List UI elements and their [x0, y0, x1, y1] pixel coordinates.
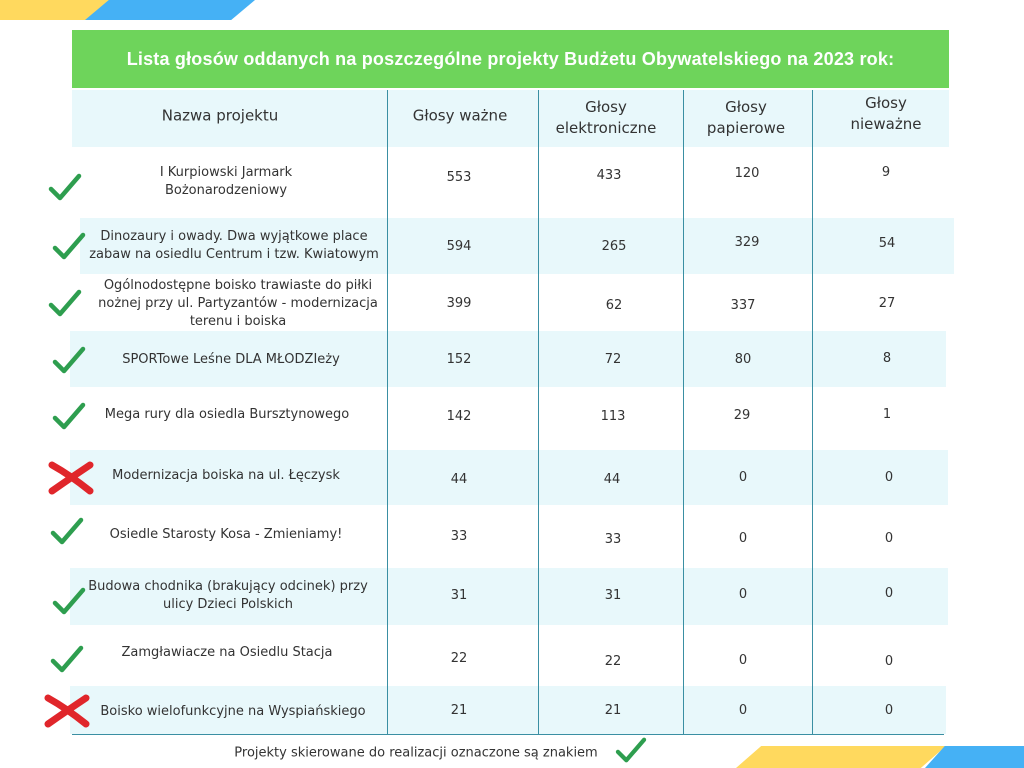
invalid-votes: 9: [881, 165, 891, 180]
project-name: Mega rury dla osiedla Bursztynowego: [104, 407, 350, 422]
electronic-votes: 31: [604, 588, 622, 603]
invalid-votes: 0: [884, 531, 894, 546]
paper-votes: 120: [734, 166, 760, 181]
project-name: Ogólnodostępne boisko trawiaste do piłki…: [98, 278, 378, 329]
electronic-votes: 62: [605, 298, 623, 313]
project-name: Modernizacja boiska na ul. Łęczysk: [112, 468, 340, 483]
row-band: [70, 331, 946, 387]
row-band: [70, 686, 946, 734]
check-icon: [52, 231, 86, 261]
electronic-votes: 433: [596, 168, 622, 183]
invalid-votes: 0: [884, 470, 894, 485]
valid-votes: 33: [450, 529, 468, 544]
paper-votes: 0: [738, 653, 748, 668]
check-icon: [50, 516, 84, 546]
column-divider: [683, 90, 684, 735]
decor-stripe-yellow-top: [0, 0, 110, 20]
invalid-votes: 1: [882, 407, 892, 422]
valid-votes: 399: [446, 296, 472, 311]
electronic-votes: 33: [604, 532, 622, 547]
electronic-votes: 265: [601, 239, 627, 254]
paper-votes: 0: [738, 531, 748, 546]
footer-note: Projekty skierowane do realizacji oznacz…: [234, 745, 598, 761]
invalid-votes: 8: [882, 351, 892, 366]
row-band: [70, 568, 948, 625]
electronic-votes: 21: [604, 703, 622, 718]
invalid-votes: 54: [878, 236, 896, 251]
check-icon: [52, 586, 86, 616]
valid-votes: 142: [446, 409, 472, 424]
valid-votes: 31: [450, 588, 468, 603]
paper-votes: 329: [734, 235, 760, 250]
check-icon: [614, 736, 648, 764]
paper-votes: 80: [734, 352, 752, 367]
check-icon: [48, 172, 82, 202]
invalid-votes: 27: [878, 296, 896, 311]
electronic-votes: 22: [604, 654, 622, 669]
column-divider: [387, 90, 388, 735]
header-row: [72, 90, 949, 147]
page-title: Lista głosów oddanych na poszczególne pr…: [72, 30, 949, 88]
decor-stripe-blue-top: [85, 0, 255, 20]
paper-votes: 0: [738, 470, 748, 485]
valid-votes: 553: [446, 170, 472, 185]
electronic-votes: 113: [600, 409, 626, 424]
invalid-votes: 0: [884, 654, 894, 669]
electronic-votes: 72: [604, 352, 622, 367]
valid-votes: 44: [450, 472, 468, 487]
row-band: [80, 218, 954, 274]
paper-votes: 337: [730, 298, 756, 313]
valid-votes: 152: [446, 352, 472, 367]
cross-icon: [44, 694, 90, 728]
invalid-votes: 0: [884, 703, 894, 718]
paper-votes: 0: [738, 587, 748, 602]
project-name: Dinozaury i owady. Dwa wyjątkowe place z…: [89, 229, 379, 262]
header-name: Nazwa projektu: [161, 106, 279, 125]
header-electronic: Głosy elektroniczne: [555, 98, 657, 137]
decor-stripe-blue-bottom: [925, 746, 1024, 768]
decor-stripe-yellow-bottom: [736, 746, 946, 768]
project-name: I Kurpiowski Jarmark Bożonarodzeniowy: [159, 165, 293, 198]
project-name: Osiedle Starosty Kosa - Zmieniamy!: [109, 527, 343, 542]
header-paper: Głosy papierowe: [706, 98, 786, 137]
column-divider: [538, 90, 539, 735]
valid-votes: 21: [450, 703, 468, 718]
project-name: SPORTowe Leśne DLA MŁODZIeży: [122, 352, 340, 367]
project-name: Budowa chodnika (brakujący odcinek) przy…: [88, 579, 368, 612]
table-bottom-border: [72, 734, 944, 735]
valid-votes: 22: [450, 651, 468, 666]
valid-votes: 594: [446, 239, 472, 254]
check-icon: [48, 288, 82, 318]
electronic-votes: 44: [603, 472, 621, 487]
project-name: Zamgławiacze na Osiedlu Stacja: [121, 645, 333, 660]
check-icon: [52, 345, 86, 375]
project-name: Boisko wielofunkcyjne na Wyspiańskiego: [100, 704, 366, 719]
header-valid: Głosy ważne: [412, 106, 508, 125]
column-divider: [812, 90, 813, 735]
check-icon: [52, 401, 86, 431]
invalid-votes: 0: [884, 586, 894, 601]
paper-votes: 0: [738, 703, 748, 718]
check-icon: [50, 644, 84, 674]
cross-icon: [48, 461, 94, 495]
row-band: [70, 450, 948, 505]
paper-votes: 29: [733, 408, 751, 423]
header-invalid: Głosy nieważne: [850, 94, 922, 133]
